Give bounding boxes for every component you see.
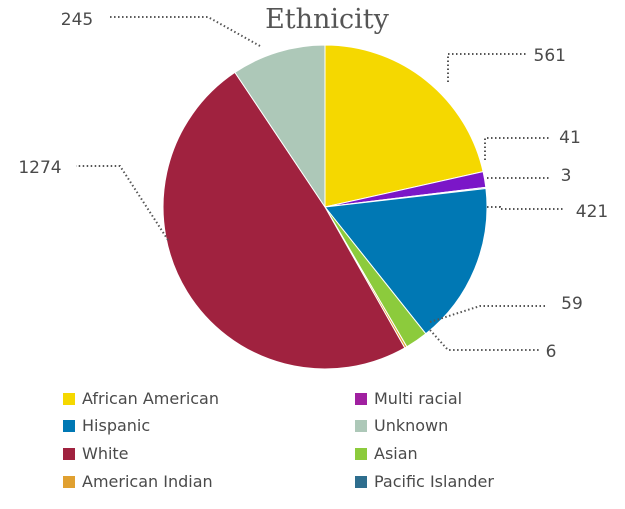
leader-line-unknown (108, 16, 261, 47)
legend-label-pacific-islander: Pacific Islander (374, 472, 494, 491)
leader-line-asian (429, 305, 546, 323)
data-label-asian: 59 (561, 294, 583, 314)
pie-slice-white (162, 71, 406, 370)
leader-line-multi-racial (484, 137, 549, 160)
legend-item-multi-racial: Multi racial (355, 389, 462, 408)
legend-item-hispanic: Hispanic (63, 416, 150, 435)
chart-title: Ethnicity (265, 4, 390, 35)
data-label-white: 1274 (18, 158, 61, 178)
legend-label-american-indian: American Indian (82, 472, 213, 491)
leader-lines (76, 16, 565, 351)
legend-item-asian: Asian (355, 444, 418, 463)
legend-swatch-asian (355, 448, 367, 460)
data-label-pacific-islander: 3 (561, 166, 572, 186)
legend-item-pacific-islander: Pacific Islander (355, 472, 494, 491)
legend-item-unknown: Unknown (355, 416, 448, 435)
legend-label-white: White (82, 444, 129, 463)
leader-line-african-american (447, 53, 526, 82)
legend-swatch-pacific-islander (355, 476, 367, 488)
legend-swatch-unknown (355, 420, 367, 432)
data-label-hispanic: 421 (576, 202, 608, 222)
leader-line-white (76, 165, 169, 241)
legend-label-unknown: Unknown (374, 416, 448, 435)
legend-label-african-american: African American (82, 389, 219, 408)
legend-swatch-white (63, 448, 75, 460)
legend-item-american-indian: American Indian (63, 472, 213, 491)
legend-swatch-multi-racial (355, 393, 367, 405)
pie-slices (162, 44, 488, 370)
leader-line-american-indian (429, 329, 540, 351)
legend-swatch-african-american (63, 393, 75, 405)
data-label-american-indian: 6 (546, 342, 557, 362)
pie-slice-african-american (324, 44, 484, 208)
legend-label-multi-racial: Multi racial (374, 389, 462, 408)
legend-label-asian: Asian (374, 444, 418, 463)
pie-slice-unknown (234, 44, 326, 209)
legend-label-hispanic: Hispanic (82, 416, 150, 435)
legend: African American Multi racial Hispanic Unkn… (63, 389, 494, 491)
legend-item-african-american: African American (63, 389, 219, 408)
data-label-multi-racial: 41 (559, 128, 581, 148)
leader-line-hispanic (487, 206, 565, 210)
data-label-unknown: 245 (61, 10, 93, 30)
legend-swatch-hispanic (63, 420, 75, 432)
data-label-african-american: 561 (534, 46, 566, 66)
pie-slice-hispanic (324, 187, 488, 335)
legend-item-white: White (63, 444, 129, 463)
legend-swatch-american-indian (63, 476, 75, 488)
